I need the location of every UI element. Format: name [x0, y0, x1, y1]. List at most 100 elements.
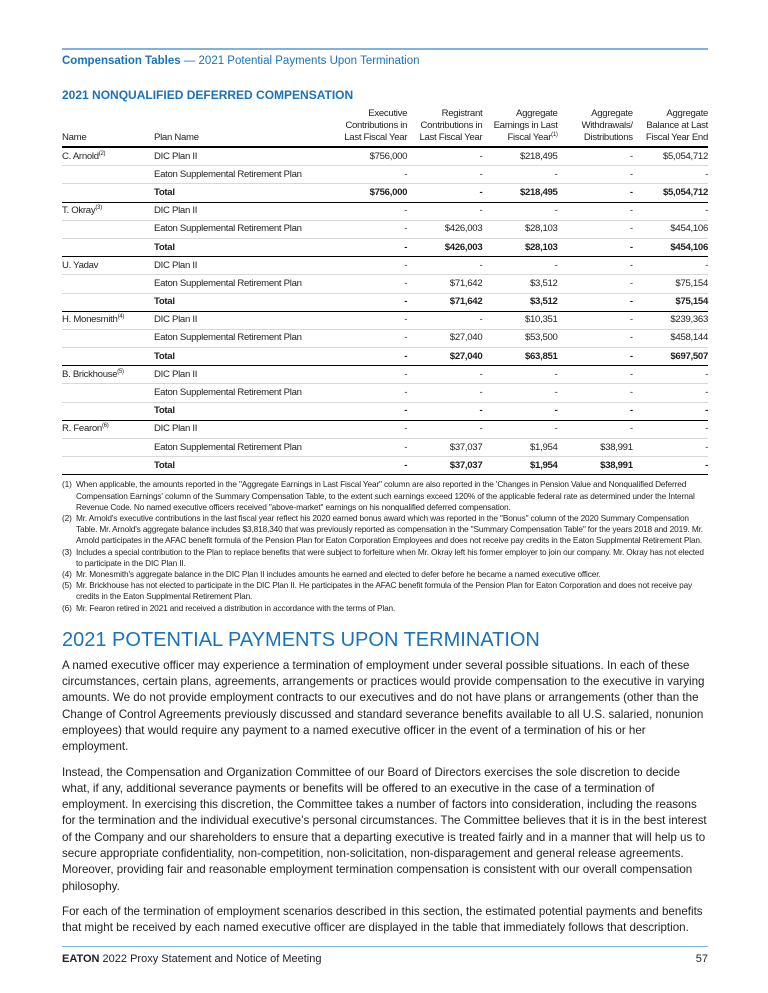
amount-cell: $38,991	[557, 438, 633, 458]
amount-cell: -	[557, 165, 633, 185]
amount-cell: -	[632, 365, 708, 385]
amount-cell: -	[407, 383, 483, 403]
table-row: Total - $71,642 $3,512- $75,154	[62, 293, 708, 312]
name-text: C. Arnold	[62, 150, 99, 162]
name-text: R. Fearon	[62, 423, 102, 435]
footer: EATON 2022 Proxy Statement and Notice of…	[62, 945, 708, 966]
executive-name	[62, 329, 154, 349]
amount-cell: -	[632, 420, 708, 440]
table-row: Eaton Supplemental Retirement Plan - - - - -	[62, 383, 708, 403]
table-row: U. Yadav DIC Plan II - - - - -	[62, 256, 708, 276]
amount-cell: -	[332, 274, 407, 294]
amount-cell: -	[407, 202, 483, 221]
amount-cell: $75,154	[632, 293, 708, 312]
amount-cell: -	[557, 220, 633, 239]
amount-cell: $71,642	[407, 274, 483, 294]
amount-cell: -	[332, 256, 407, 276]
amount-cell: $10,351	[482, 311, 558, 330]
plan-name: Eaton Supplemental Retirement Plan	[154, 329, 332, 349]
footnote-text: When applicable, the amounts reported in…	[76, 479, 695, 512]
table-row: Total - $27,040 $63,851- $697,507	[62, 347, 708, 367]
column-header: Aggregate Earnings in Last Fiscal Year(1…	[482, 108, 558, 148]
amount-cell: $697,507	[632, 347, 708, 367]
amount-cell: -	[482, 383, 558, 403]
table-row: B. Brickhouse(5) DIC Plan II - - - - -	[62, 365, 708, 385]
plan-name: Eaton Supplemental Retirement Plan	[154, 274, 332, 294]
amount-cell: -	[557, 347, 633, 367]
plan-name: DIC Plan II	[154, 365, 332, 385]
amount-cell: $37,037	[407, 438, 483, 458]
amount-cell: $38,991	[557, 456, 633, 476]
column-header: Aggregate Balance at Last Fiscal Year En…	[632, 108, 708, 148]
amount-cell: $27,040	[407, 329, 483, 349]
amount-cell: -	[557, 329, 633, 349]
plan-name: Total	[154, 293, 332, 312]
column-header: Registrant Contributions in Last Fiscal …	[407, 108, 483, 148]
amount-cell: -	[632, 202, 708, 221]
paragraph: A named executive officer may experience…	[62, 658, 705, 754]
executive-name	[62, 274, 154, 294]
amount-cell: -	[332, 220, 407, 239]
amount-cell: -	[482, 402, 558, 421]
amount-cell: -	[332, 383, 407, 403]
deferred-compensation-table: Name Plan Name Executive Contributions in …	[62, 108, 708, 476]
amount-cell: -	[482, 420, 558, 440]
table-row: Eaton Supplemental Retirement Plan - $426,…	[62, 220, 708, 239]
footnote-ref: (3)	[95, 204, 102, 211]
column-header: Aggregate Withdrawals/ Distributions	[557, 108, 633, 148]
table-row: Total $756,000- $218,495- $5,054,712	[62, 183, 708, 203]
amount-cell: -	[557, 183, 633, 203]
footnote-ref: (5)	[117, 368, 124, 375]
table-row: R. Fearon(6) DIC Plan II - - - - -	[62, 420, 708, 440]
footnote-marker: (3)	[62, 546, 72, 557]
footnote: (6) Mr. Fearon retired in 2021 and receiv…	[62, 603, 708, 614]
amount-cell: -	[482, 165, 558, 185]
plan-name: Total	[154, 456, 332, 476]
footnote-ref: (4)	[117, 314, 125, 321]
executive-name	[62, 383, 154, 403]
plan-name: DIC Plan II	[154, 256, 332, 276]
header-row: Name Plan Name Executive Contributions in …	[62, 108, 708, 148]
amount-cell: $71,642	[407, 293, 483, 312]
executive-name	[62, 220, 154, 239]
executive-name	[62, 183, 154, 203]
amount-cell: $63,851	[482, 347, 558, 367]
page-number: 57	[695, 952, 708, 965]
amount-cell: $756,000	[332, 147, 407, 167]
name-text: H. Monesmith	[62, 314, 118, 326]
paragraph: For each of the termination of employmen…	[62, 904, 703, 935]
executive-name: C. Arnold(2)	[62, 147, 154, 167]
amount-cell: -	[632, 456, 708, 476]
amount-cell: -	[557, 274, 633, 294]
amount-cell: -	[482, 256, 558, 276]
amount-cell: -	[332, 438, 407, 458]
plan-name: DIC Plan II	[154, 202, 332, 221]
amount-cell: -	[407, 147, 483, 167]
footnote-text: Mr. Fearon retired in 2021 and received …	[76, 602, 396, 613]
executive-name	[62, 456, 154, 476]
amount-cell: -	[407, 420, 483, 440]
column-header: Name	[62, 108, 154, 148]
plan-name: Total	[154, 402, 332, 421]
amount-cell: $218,495	[482, 183, 558, 203]
executive-name	[62, 293, 154, 312]
executive-name	[62, 165, 154, 185]
footnote-marker: (6)	[62, 602, 72, 613]
amount-cell: $239,363	[632, 311, 708, 330]
amount-cell: -	[557, 256, 633, 276]
amount-cell: $458,144	[632, 329, 708, 349]
amount-cell: -	[632, 402, 708, 421]
plan-name: Eaton Supplemental Retirement Plan	[154, 220, 332, 239]
footnote: (5) Mr. Brickhouse has not elected to par…	[62, 580, 708, 602]
footnote-text: Mr. Arnold's executive contributions in …	[76, 512, 703, 546]
amount-cell: $28,103	[482, 238, 558, 258]
amount-cell: $28,103	[482, 220, 558, 239]
amount-cell: $218,495	[482, 147, 558, 167]
table-row: C. Arnold(2) DIC Plan II $756,000- $218,495…	[62, 147, 708, 167]
footnotes: (1) When applicable, the amounts reported…	[62, 479, 708, 613]
amount-cell: -	[557, 311, 633, 330]
section-heading: 2021 POTENTIAL PAYMENTS UPON TERMINATION	[62, 628, 540, 651]
amount-cell: -	[332, 420, 407, 440]
footnote-marker: (4)	[62, 569, 72, 579]
